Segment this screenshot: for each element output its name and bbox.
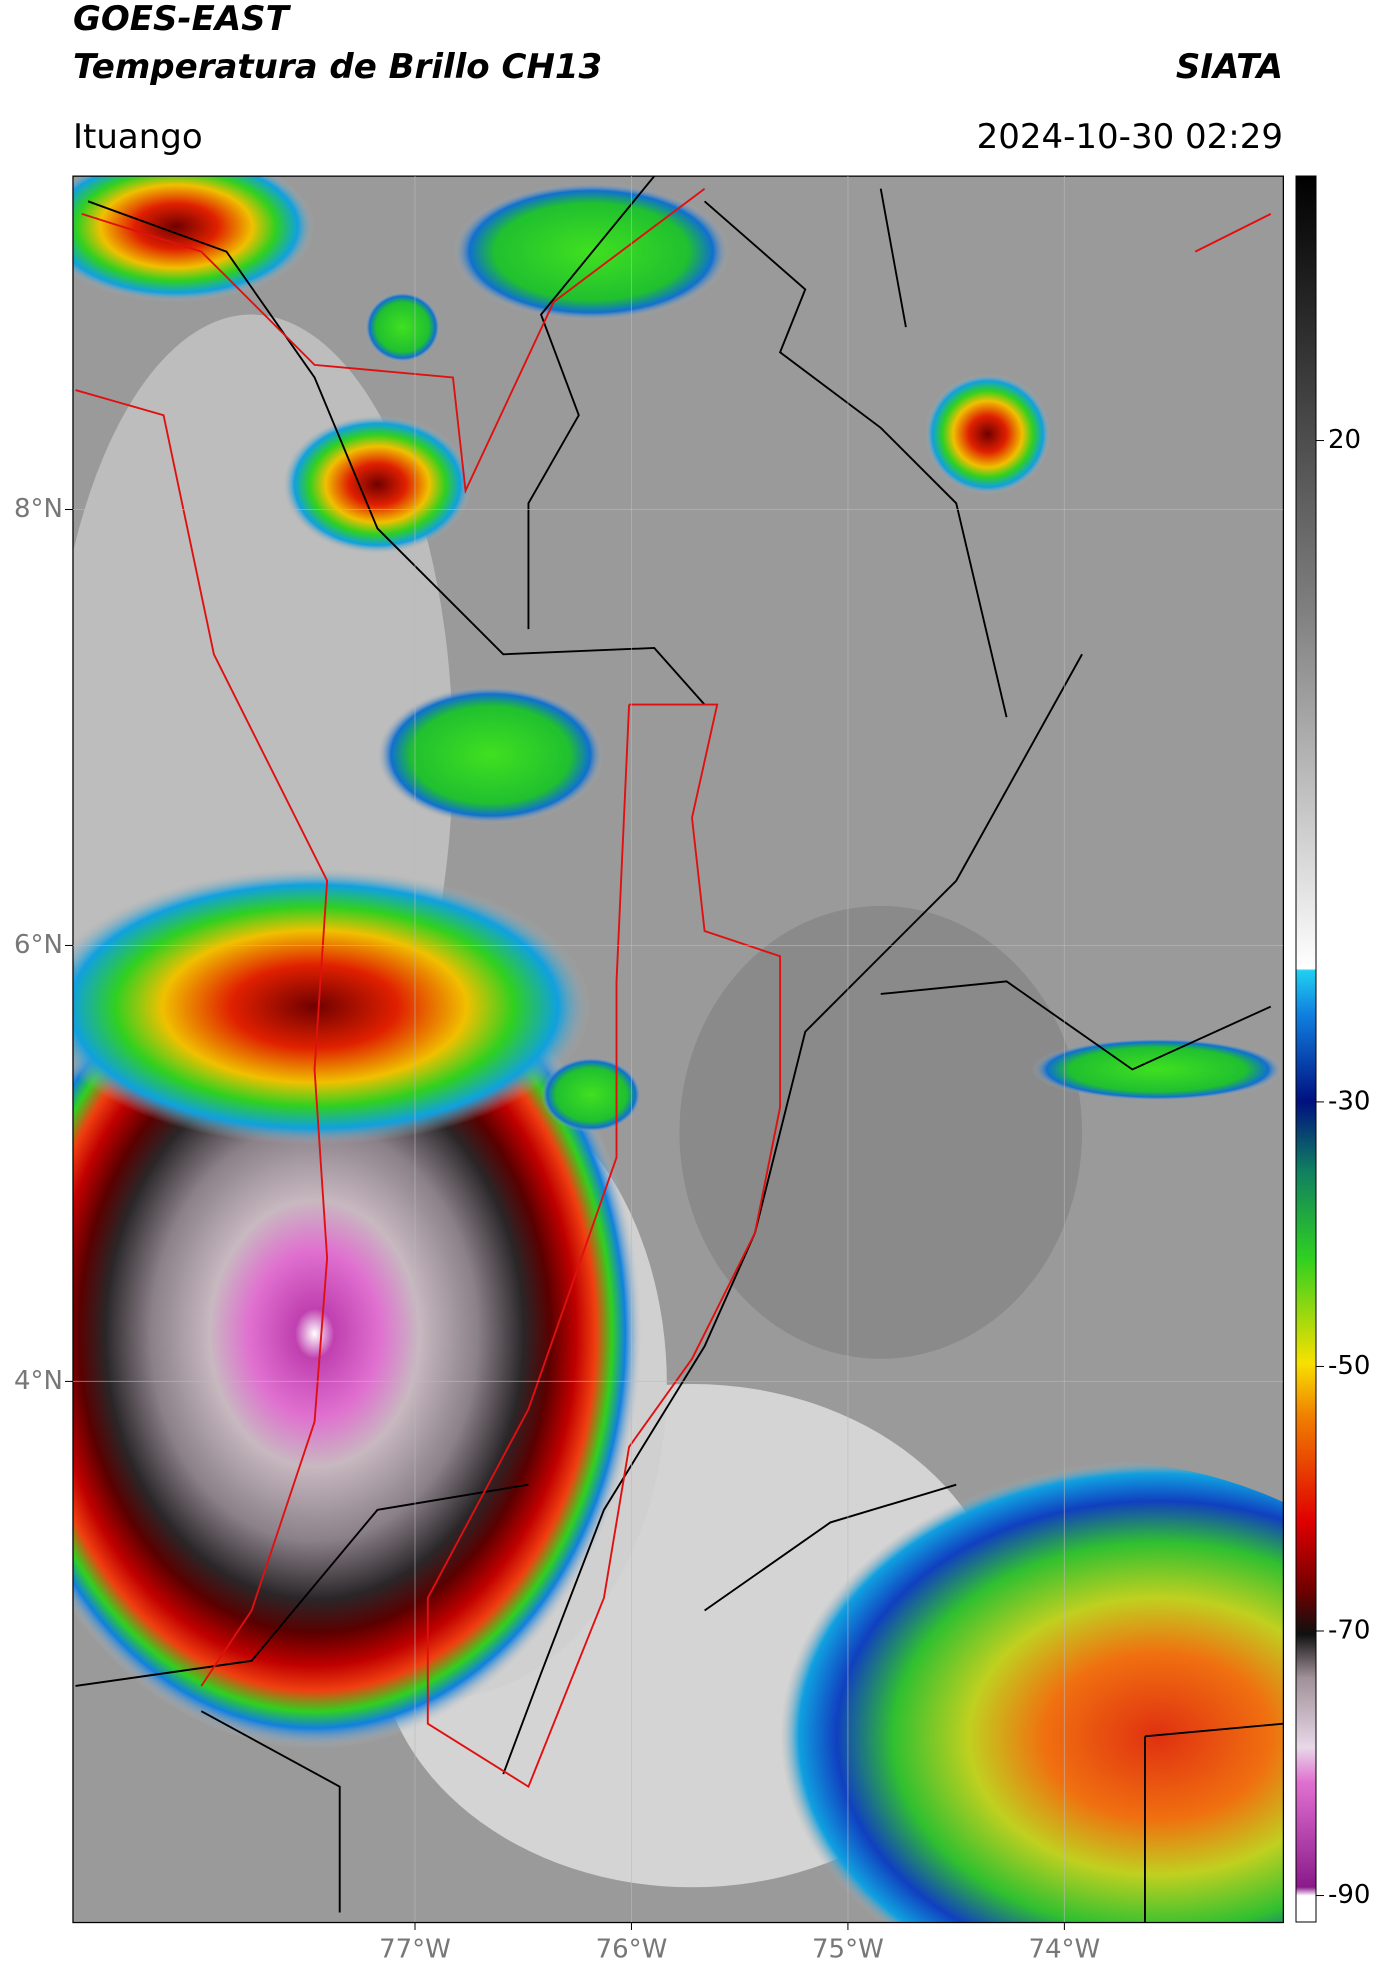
ticks: 77°W 76°W 75°W 74°W 8°N 6°N 4°N 20 -30 -50 -70 -90 xyxy=(14,176,1370,1965)
x-tick-label: 74°W xyxy=(1028,1935,1100,1965)
colorbar xyxy=(1295,175,1317,1923)
y-tick-label: 6°N xyxy=(14,930,63,960)
y-tick-label: 4°N xyxy=(14,1366,63,1396)
datetime: 2024-10-30 02:29 xyxy=(977,117,1283,157)
y-tick-label: 8°N xyxy=(14,494,63,524)
source: SIATA xyxy=(1176,47,1283,87)
satellite-image xyxy=(72,175,1284,1924)
colorbar-tick-label: -50 xyxy=(1328,1351,1370,1381)
x-tick-label: 76°W xyxy=(596,1935,668,1965)
colorbar-tick-label: 20 xyxy=(1328,425,1361,455)
x-tick-label: 75°W xyxy=(812,1935,884,1965)
colorbar-tick-label: -70 xyxy=(1328,1616,1370,1646)
location: Ituango xyxy=(73,117,203,157)
x-tick-label: 77°W xyxy=(379,1935,451,1965)
colorbar-tick-label: -30 xyxy=(1328,1086,1370,1116)
colorbar-tick-label: -90 xyxy=(1328,1880,1370,1910)
title: GOES-EAST xyxy=(73,0,292,39)
subtitle: Temperatura de Brillo CH13 xyxy=(73,47,602,87)
